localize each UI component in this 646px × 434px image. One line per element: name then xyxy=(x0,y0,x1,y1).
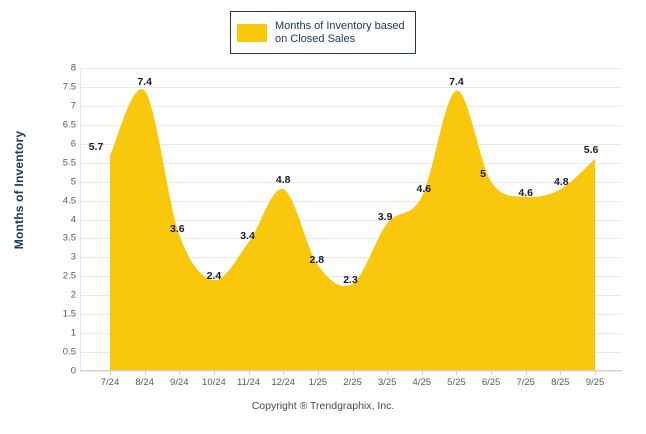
x-axis-tick-labels: 7/24 8/24 9/24 10/24 11/24 12/24 1/25 2/25 3/25 4… xyxy=(80,371,622,393)
gridline xyxy=(80,238,622,240)
area-fill xyxy=(110,89,595,371)
x-axis-tick-mark xyxy=(317,371,319,375)
gridline xyxy=(80,162,622,164)
data-point-label: 3.9 xyxy=(377,211,393,224)
gridline xyxy=(80,124,622,126)
x-axis-tick-mark xyxy=(595,371,596,375)
y-axis-tick-label: 4.5 xyxy=(62,195,76,207)
x-axis-tick-mark xyxy=(560,371,562,375)
gridline xyxy=(80,200,622,202)
x-axis-tick-mark xyxy=(387,371,389,375)
x-axis-tick-label: 8/25 xyxy=(551,377,570,388)
x-axis-line xyxy=(80,370,622,371)
x-axis-tick-mark xyxy=(144,371,146,375)
y-axis-tick-label: 1 xyxy=(70,327,76,339)
data-point-label: 2.8 xyxy=(309,253,325,266)
y-axis-tick-label: 0.5 xyxy=(62,346,76,358)
x-axis-tick-label: 5/25 xyxy=(447,377,466,388)
gridline xyxy=(80,276,622,278)
y-axis-tick-labels: 0 0.5 1 1.5 2 2.5 3 3.5 4 4.5 5 5.5 6 6.5 7 7.5 8 xyxy=(40,63,76,377)
y-axis-tick-label: 4 xyxy=(70,214,76,225)
x-axis-tick-mark xyxy=(491,371,493,375)
x-axis-tick-label: 12/24 xyxy=(271,377,296,388)
y-axis-tick-label: 5 xyxy=(70,176,76,188)
gridline xyxy=(80,68,622,69)
x-axis-tick-label: 9/24 xyxy=(170,377,189,388)
x-axis-tick-mark xyxy=(248,371,250,375)
x-axis-tick-mark xyxy=(352,371,354,375)
x-axis-tick-label: 1/25 xyxy=(308,377,328,388)
x-axis-tick-mark xyxy=(525,371,527,375)
plot-area xyxy=(80,68,622,372)
gridline xyxy=(80,371,622,372)
x-axis-tick-label: 7/24 xyxy=(100,377,120,388)
x-axis-tick-label: 4/25 xyxy=(412,377,432,388)
gridline xyxy=(80,86,622,88)
legend-label: Months of Inventory based on Closed Sale… xyxy=(275,19,405,45)
y-axis-tick-label: 2 xyxy=(70,289,76,301)
data-point-label: 3.6 xyxy=(169,222,185,235)
y-axis-tick-label: 6.5 xyxy=(62,119,76,131)
y-axis-title-text: Months of Inventory xyxy=(12,130,26,250)
y-axis-tick-label: 3 xyxy=(70,251,76,263)
gridline xyxy=(80,105,622,107)
data-point-label: 2.3 xyxy=(343,273,358,286)
data-point-label: 7.4 xyxy=(137,75,152,88)
x-axis-tick-label: 9/25 xyxy=(585,377,605,388)
y-axis-tick-label: 8 xyxy=(70,62,76,74)
x-axis-tick-mark xyxy=(421,371,423,375)
x-axis-tick-label: 6/25 xyxy=(481,377,501,388)
x-axis-tick-mark xyxy=(283,371,285,375)
data-point-label: 7.4 xyxy=(449,75,464,88)
y-axis-tick-label: 6 xyxy=(70,138,76,150)
data-point-label: 4.8 xyxy=(554,176,569,189)
data-point-label: 4.6 xyxy=(518,186,534,199)
y-axis-tick-label: 3.5 xyxy=(62,232,76,244)
x-axis-tick-mark xyxy=(213,371,215,375)
data-point-label: 5.6 xyxy=(583,143,599,156)
x-axis-tick-label: 11/24 xyxy=(237,377,261,388)
y-axis-tick-label: 5.5 xyxy=(62,157,76,169)
y-axis-tick-label: 7 xyxy=(70,100,76,112)
chart-legend: Months of Inventory based on Closed Sale… xyxy=(230,11,416,54)
x-axis-tick-label: 10/24 xyxy=(202,377,226,388)
gridline xyxy=(80,181,622,183)
x-axis-tick-label: 8/24 xyxy=(135,377,154,388)
data-point-label: 4.6 xyxy=(416,182,432,195)
data-labels-layer: 5.7 7.4 3.6 2.4 3.4 4.8 2.8 2.3 3.9 4.6 7.4 5 4.6 4.8… xyxy=(80,68,622,371)
data-point-label: 5 xyxy=(480,167,486,180)
x-axis-tick-label: 3/25 xyxy=(377,377,397,388)
y-axis-title: Months of Inventory xyxy=(0,0,38,380)
gridline xyxy=(80,257,622,259)
area-series-svg xyxy=(110,89,595,371)
gridline xyxy=(80,219,622,221)
y-axis-tick-label: 2.5 xyxy=(62,270,76,282)
data-point-label: 4.8 xyxy=(275,174,291,187)
x-axis-tick-mark xyxy=(179,371,181,375)
y-axis-line xyxy=(80,68,81,371)
gridline xyxy=(80,143,622,145)
data-point-label: 5.7 xyxy=(88,141,104,154)
x-axis-tick-mark xyxy=(456,371,458,375)
x-axis-tick-label: 2/25 xyxy=(343,377,362,388)
legend-color-swatch xyxy=(237,23,267,42)
x-axis-tick-label: 7/25 xyxy=(516,377,535,388)
data-point-label: 3.4 xyxy=(240,230,255,243)
copyright-footer: Copyright ® Trendgraphix, Inc. xyxy=(251,400,395,412)
x-axis-tick-mark xyxy=(110,371,111,375)
y-axis-tick-label: 0 xyxy=(70,365,76,377)
y-axis-tick-label: 7.5 xyxy=(62,81,76,93)
data-point-label: 2.4 xyxy=(206,270,222,283)
y-axis-tick-label: 1.5 xyxy=(62,308,76,320)
